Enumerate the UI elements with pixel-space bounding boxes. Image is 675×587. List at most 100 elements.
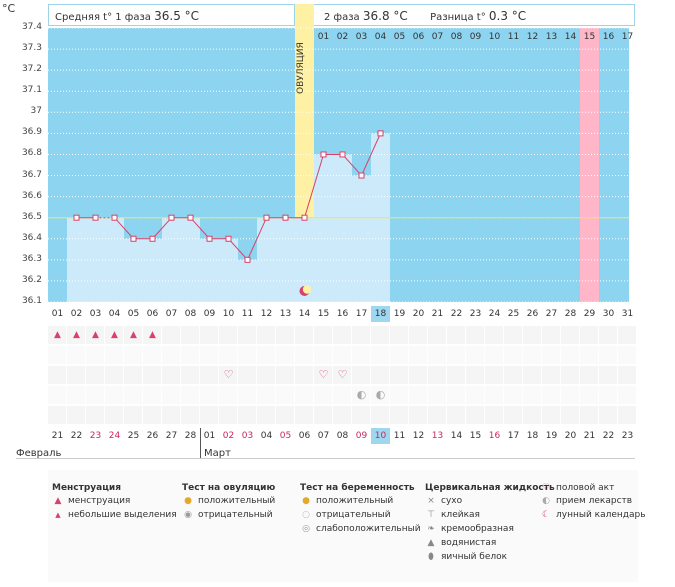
mark-cell[interactable] — [181, 346, 199, 364]
day-label[interactable]: 27 — [545, 309, 558, 319]
mark-cell[interactable] — [409, 406, 427, 424]
mark-cell[interactable] — [504, 326, 522, 344]
day-label[interactable]: 21 — [431, 309, 444, 319]
mark-cell[interactable] — [48, 406, 66, 424]
mark-cell[interactable] — [124, 346, 142, 364]
calendar-date[interactable]: 10 — [371, 428, 390, 444]
mark-cell[interactable] — [295, 346, 313, 364]
mark-cell[interactable] — [238, 326, 256, 344]
mark-cell[interactable] — [352, 386, 370, 404]
mark-cell[interactable] — [314, 366, 332, 384]
calendar-date[interactable]: 03 — [241, 431, 254, 441]
mark-cell[interactable] — [124, 326, 142, 344]
mark-cell[interactable] — [105, 366, 123, 384]
mark-cell[interactable] — [162, 326, 180, 344]
mark-cell[interactable] — [447, 366, 465, 384]
mark-cell[interactable] — [86, 326, 104, 344]
day-label[interactable]: 14 — [298, 309, 311, 319]
calendar-date[interactable]: 21 — [583, 431, 596, 441]
calendar-date[interactable]: 23 — [89, 431, 102, 441]
mark-cell[interactable] — [352, 406, 370, 424]
mark-cell[interactable] — [390, 386, 408, 404]
mark-cell[interactable] — [428, 326, 446, 344]
mark-cell[interactable] — [580, 406, 598, 424]
day-label[interactable]: 06 — [146, 309, 159, 319]
mark-cell[interactable] — [86, 406, 104, 424]
calendar-date[interactable]: 22 — [70, 431, 83, 441]
mark-cell[interactable] — [561, 346, 579, 364]
mark-cell[interactable] — [314, 326, 332, 344]
mark-cell[interactable] — [504, 366, 522, 384]
day-label[interactable]: 13 — [279, 309, 292, 319]
mark-cell[interactable] — [542, 366, 560, 384]
mark-cell[interactable] — [371, 326, 389, 344]
mark-cell[interactable] — [352, 326, 370, 344]
mark-cell[interactable] — [618, 326, 636, 344]
mark-cell[interactable] — [314, 386, 332, 404]
day-label[interactable]: 18 — [371, 306, 390, 322]
mark-cell[interactable] — [200, 346, 218, 364]
mark-cell[interactable] — [67, 326, 85, 344]
mark-cell[interactable] — [257, 386, 275, 404]
mark-cell[interactable] — [67, 366, 85, 384]
mark-cell[interactable] — [295, 366, 313, 384]
mark-cell[interactable] — [219, 346, 237, 364]
mark-cell[interactable] — [618, 406, 636, 424]
mark-cell[interactable] — [428, 406, 446, 424]
mark-cell[interactable] — [371, 346, 389, 364]
calendar-date[interactable]: 08 — [336, 431, 349, 441]
mark-cell[interactable] — [485, 366, 503, 384]
mark-cell[interactable] — [485, 406, 503, 424]
mark-cell[interactable] — [295, 386, 313, 404]
calendar-date[interactable]: 28 — [184, 431, 197, 441]
mark-cell[interactable] — [162, 406, 180, 424]
mark-cell[interactable] — [409, 386, 427, 404]
mark-cell[interactable] — [105, 346, 123, 364]
mark-cell[interactable] — [504, 406, 522, 424]
mark-cell[interactable] — [124, 386, 142, 404]
day-label[interactable]: 30 — [602, 309, 615, 319]
day-label[interactable]: 19 — [393, 309, 406, 319]
mark-cell[interactable] — [48, 386, 66, 404]
mark-cell[interactable] — [447, 346, 465, 364]
mark-cell[interactable] — [580, 326, 598, 344]
mark-cell[interactable] — [542, 346, 560, 364]
mark-cell[interactable] — [371, 386, 389, 404]
day-label[interactable]: 05 — [127, 309, 140, 319]
day-label[interactable]: 23 — [469, 309, 482, 319]
day-label[interactable]: 25 — [507, 309, 520, 319]
calendar-date[interactable]: 05 — [279, 431, 292, 441]
mark-cell[interactable] — [447, 386, 465, 404]
mark-cell[interactable] — [181, 366, 199, 384]
mark-cell[interactable] — [48, 346, 66, 364]
mark-cell[interactable] — [542, 386, 560, 404]
mark-cell[interactable] — [466, 346, 484, 364]
day-label[interactable]: 02 — [70, 309, 83, 319]
mark-cell[interactable] — [276, 346, 294, 364]
mark-cell[interactable] — [580, 366, 598, 384]
mark-cell[interactable] — [67, 406, 85, 424]
mark-cell[interactable] — [143, 406, 161, 424]
mark-cell[interactable] — [618, 386, 636, 404]
mark-cell[interactable] — [618, 346, 636, 364]
mark-cell[interactable] — [124, 366, 142, 384]
mark-cell[interactable] — [485, 346, 503, 364]
day-label[interactable]: 10 — [222, 309, 235, 319]
mark-cell[interactable] — [333, 406, 351, 424]
mark-cell[interactable] — [599, 326, 617, 344]
mark-cell[interactable] — [238, 406, 256, 424]
mark-cell[interactable] — [599, 346, 617, 364]
day-label[interactable]: 20 — [412, 309, 425, 319]
day-label[interactable]: 15 — [317, 309, 330, 319]
mark-cell[interactable] — [599, 406, 617, 424]
mark-cell[interactable] — [143, 386, 161, 404]
day-label[interactable]: 07 — [165, 309, 178, 319]
calendar-date[interactable]: 15 — [469, 431, 482, 441]
day-label[interactable]: 22 — [450, 309, 463, 319]
mark-cell[interactable] — [314, 406, 332, 424]
calendar-date[interactable]: 23 — [621, 431, 634, 441]
mark-cell[interactable] — [219, 366, 237, 384]
mark-cell[interactable] — [276, 406, 294, 424]
day-label[interactable]: 12 — [260, 309, 273, 319]
calendar-date[interactable]: 11 — [393, 431, 406, 441]
